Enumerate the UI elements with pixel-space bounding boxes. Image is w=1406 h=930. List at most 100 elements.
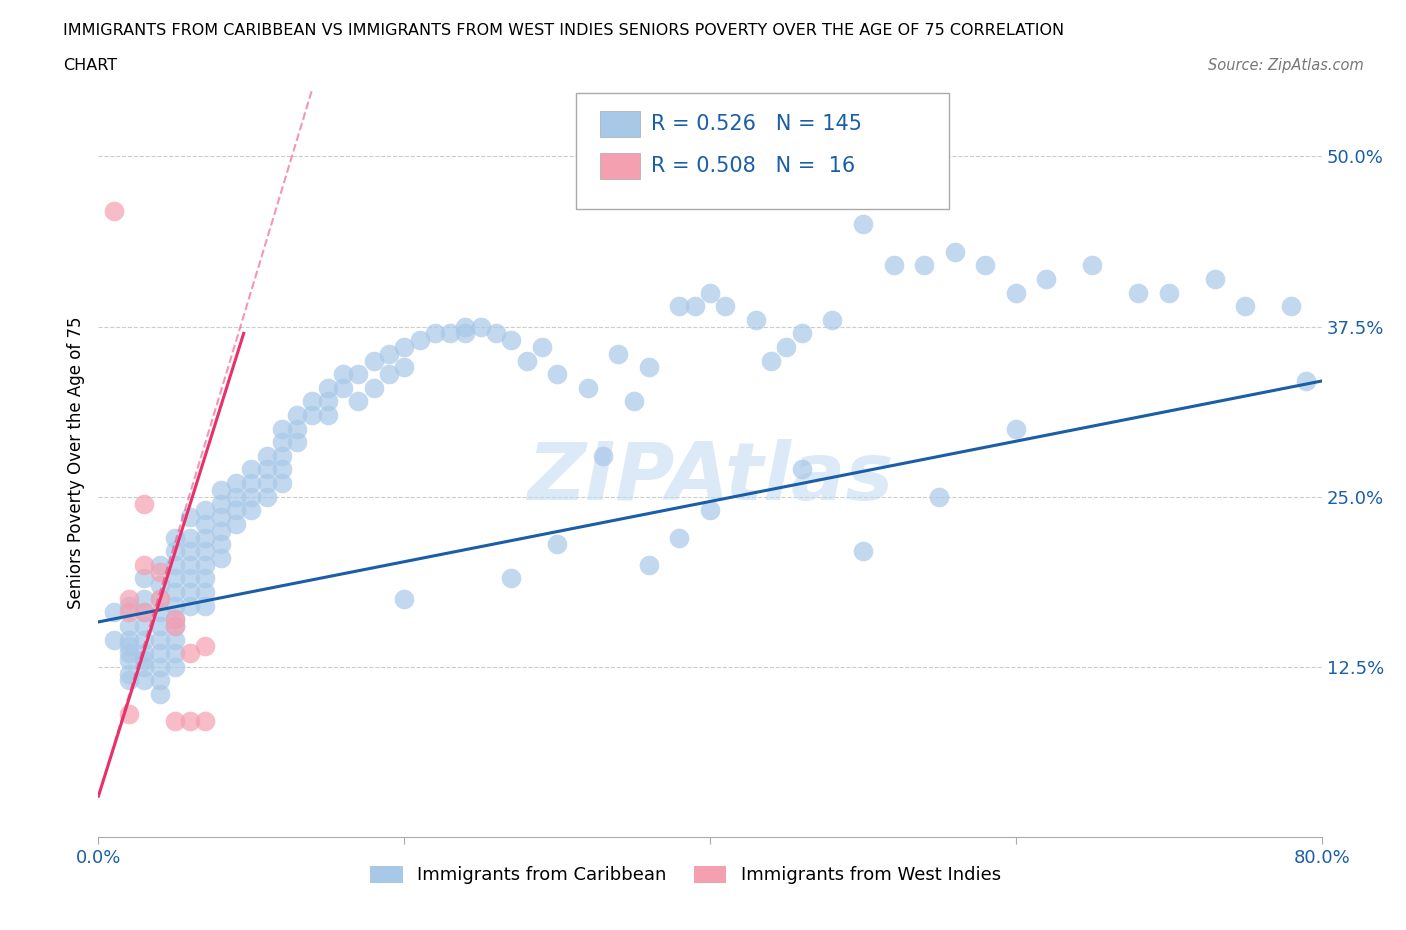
Point <box>194 503 217 518</box>
Point <box>1081 258 1104 272</box>
Point <box>270 435 292 450</box>
Point <box>163 618 186 633</box>
Point <box>378 346 401 361</box>
Point <box>439 326 461 340</box>
Point <box>378 366 401 381</box>
Point <box>316 407 339 422</box>
Point <box>194 639 217 654</box>
Point <box>149 673 172 688</box>
Point <box>149 618 172 633</box>
Point <box>134 557 156 572</box>
Point <box>270 421 292 436</box>
Point <box>668 299 690 313</box>
Point <box>118 605 141 620</box>
Point <box>179 714 201 729</box>
Point <box>149 686 172 701</box>
Point <box>576 380 599 395</box>
Point <box>454 319 477 334</box>
Point <box>209 537 232 551</box>
Point <box>790 326 813 340</box>
Point <box>194 714 217 729</box>
Point <box>1128 286 1150 300</box>
Point <box>974 258 997 272</box>
Point <box>179 557 201 572</box>
Point <box>194 585 217 600</box>
Point <box>270 462 292 477</box>
Point <box>179 571 201 586</box>
Point <box>363 353 385 368</box>
Point <box>363 380 385 395</box>
Point <box>163 544 186 559</box>
Point <box>163 612 186 627</box>
Point <box>209 551 232 565</box>
Point <box>225 489 247 504</box>
Point <box>163 571 186 586</box>
Point <box>118 591 141 606</box>
Point <box>134 618 156 633</box>
Point <box>316 394 339 409</box>
Point <box>194 571 217 586</box>
Point <box>149 605 172 620</box>
Point <box>179 598 201 613</box>
Point <box>134 632 156 647</box>
Y-axis label: Seniors Poverty Over the Age of 75: Seniors Poverty Over the Age of 75 <box>66 316 84 609</box>
Point <box>163 714 186 729</box>
Point <box>316 380 339 395</box>
Point <box>209 524 232 538</box>
Point <box>163 612 186 627</box>
Point <box>775 339 797 354</box>
Point <box>194 516 217 531</box>
Point <box>699 286 721 300</box>
Point <box>1035 272 1057 286</box>
Point <box>134 605 156 620</box>
Point <box>118 632 141 647</box>
Point <box>225 475 247 490</box>
Point <box>943 245 966 259</box>
Point <box>118 653 141 668</box>
Point <box>392 360 416 375</box>
Point <box>179 585 201 600</box>
Point <box>285 421 308 436</box>
Point <box>149 645 172 660</box>
Point <box>225 516 247 531</box>
Point <box>423 326 446 340</box>
Point <box>149 565 172 579</box>
Point <box>745 312 768 327</box>
Point <box>163 530 186 545</box>
Text: R = 0.508   N =  16: R = 0.508 N = 16 <box>651 156 855 177</box>
Point <box>134 605 156 620</box>
Point <box>209 496 232 511</box>
Point <box>163 618 186 633</box>
Point <box>118 666 141 681</box>
Point <box>103 204 125 219</box>
Point <box>149 591 172 606</box>
Point <box>637 360 661 375</box>
Point <box>240 489 263 504</box>
Text: Source: ZipAtlas.com: Source: ZipAtlas.com <box>1208 58 1364 73</box>
Point <box>332 366 354 381</box>
Point <box>103 632 125 647</box>
Point <box>163 659 186 674</box>
Point <box>240 503 263 518</box>
Point <box>179 544 201 559</box>
Point <box>134 571 156 586</box>
Point <box>256 475 278 490</box>
Point <box>408 333 430 348</box>
Point <box>516 353 538 368</box>
Point <box>149 632 172 647</box>
Point <box>194 544 217 559</box>
Point <box>285 435 308 450</box>
Point <box>637 557 661 572</box>
Point <box>118 707 141 722</box>
Point <box>179 645 201 660</box>
Point <box>149 659 172 674</box>
Point <box>270 475 292 490</box>
Point <box>240 475 263 490</box>
Text: IMMIGRANTS FROM CARIBBEAN VS IMMIGRANTS FROM WEST INDIES SENIORS POVERTY OVER TH: IMMIGRANTS FROM CARIBBEAN VS IMMIGRANTS … <box>63 23 1064 38</box>
Point <box>501 571 523 586</box>
Point <box>134 673 156 688</box>
Point <box>623 394 645 409</box>
Point <box>179 530 201 545</box>
Point <box>454 326 477 340</box>
Text: CHART: CHART <box>63 58 117 73</box>
